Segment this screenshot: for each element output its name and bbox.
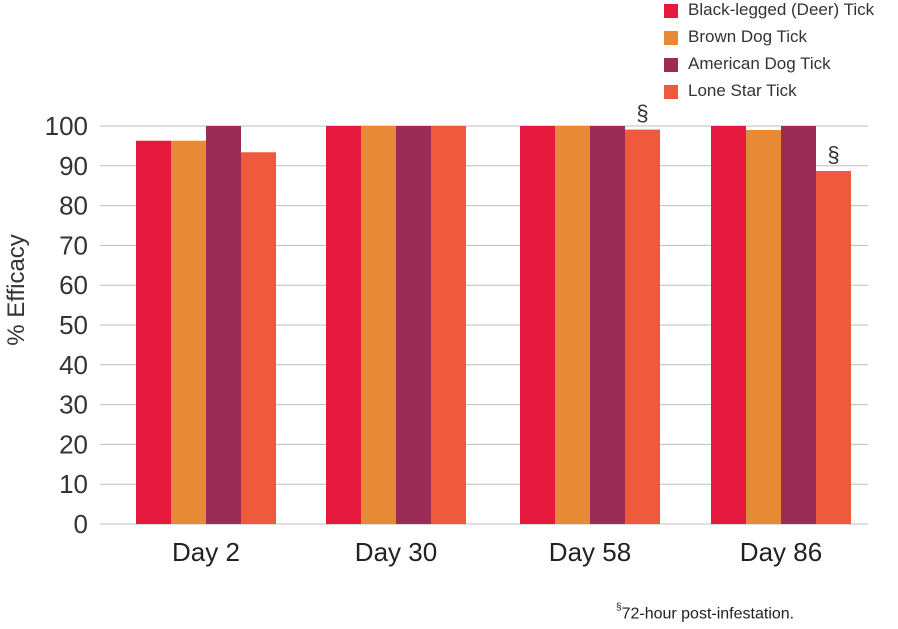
y-tick-label: 30 (59, 390, 88, 420)
bar (396, 126, 431, 524)
bar (241, 152, 276, 524)
bar (746, 129, 781, 525)
bar (171, 140, 206, 524)
bar (431, 126, 466, 524)
bar (326, 126, 361, 524)
bar (361, 126, 396, 524)
annotation-mark: § (827, 142, 839, 167)
y-tick-label: 60 (59, 270, 88, 300)
bar (711, 126, 746, 524)
y-tick-label: 40 (59, 350, 88, 380)
y-axis-label: % Efficacy (3, 234, 30, 346)
annotation-mark: § (636, 101, 648, 126)
legend-swatch (664, 4, 678, 18)
x-tick-label: Day 30 (355, 537, 437, 567)
bar (520, 126, 555, 524)
y-tick-label: 0 (74, 509, 88, 539)
bar (590, 126, 625, 524)
x-tick-label: Day 2 (172, 537, 240, 567)
y-tick-label: 90 (59, 151, 88, 181)
footnote-text: 72-hour post-infestation. (621, 605, 795, 623)
footnote: §72-hour post-infestation. (616, 602, 795, 623)
y-tick-label: 70 (59, 230, 88, 260)
x-tick-label: Day 58 (549, 537, 631, 567)
bar (555, 126, 590, 524)
legend-label: Lone Star Tick (688, 81, 797, 100)
legend-swatch (664, 85, 678, 99)
y-tick-label: 100 (45, 111, 88, 141)
y-tick-label: 20 (59, 429, 88, 459)
bar (136, 140, 171, 524)
y-tick-label: 10 (59, 469, 88, 499)
y-tick-label: 80 (59, 191, 88, 221)
legend-swatch (664, 58, 678, 72)
bar (625, 129, 660, 524)
legend-label: Brown Dog Tick (688, 27, 808, 46)
bar (206, 126, 241, 524)
bar (781, 126, 816, 524)
legend-label: American Dog Tick (688, 54, 831, 73)
x-tick-label: Day 86 (740, 537, 822, 567)
bar (816, 170, 851, 524)
legend-swatch (664, 31, 678, 45)
footnote-mark: § (616, 602, 622, 613)
legend-label: Black-legged (Deer) Tick (688, 0, 875, 19)
y-tick-label: 50 (59, 310, 88, 340)
